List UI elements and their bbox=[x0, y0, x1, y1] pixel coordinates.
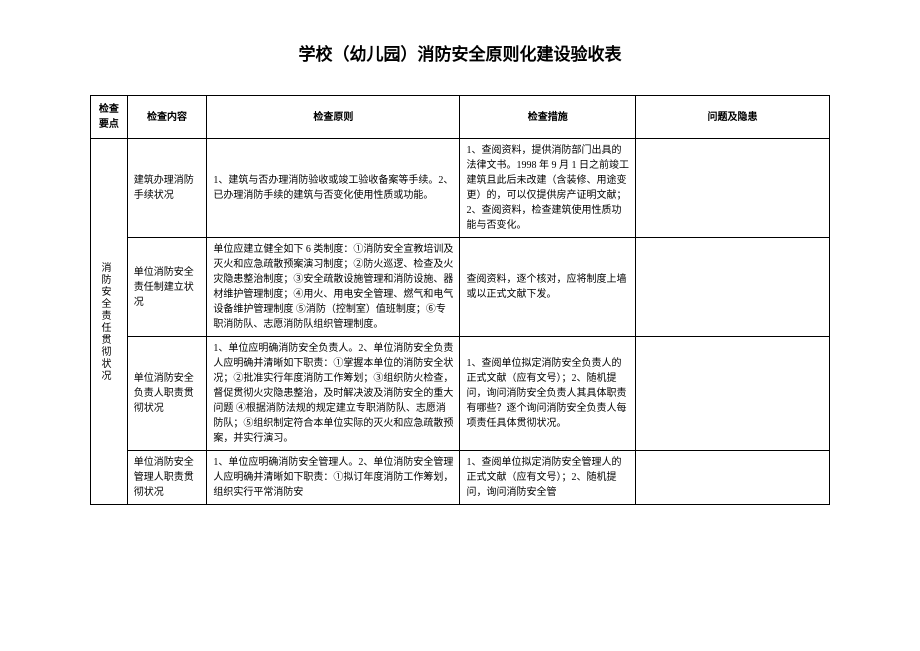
cell-measure: 1、查阅单位拟定消防安全负责人的正式文献（应有文号）；2、随机提问，询问消防安全… bbox=[460, 337, 636, 451]
cell-measure: 查阅资料，逐个核对，应将制度上墙或以正式文献下发。 bbox=[460, 238, 636, 337]
inspection-table: 检查要点 检查内容 检查原则 检查措施 问题及隐患 消防安全责任贯彻状况 建筑办… bbox=[90, 95, 830, 505]
table-row: 单位消防安全负责人职责贯彻状况 1、单位应明确消防安全负责人。2、单位消防安全负… bbox=[91, 337, 830, 451]
header-neirong: 检查内容 bbox=[127, 96, 207, 139]
header-yaoDian: 检查要点 bbox=[91, 96, 128, 139]
cell-issue bbox=[636, 451, 830, 505]
cell-content: 建筑办理消防手续状况 bbox=[127, 139, 207, 238]
cell-content: 单位消防安全负责人职责贯彻状况 bbox=[127, 337, 207, 451]
cell-category: 消防安全责任贯彻状况 bbox=[91, 139, 128, 505]
cell-issue bbox=[636, 238, 830, 337]
cell-issue bbox=[636, 139, 830, 238]
table-row: 单位消防安全责任制建立状况 单位应建立健全如下 6 类制度：①消防安全宣教培训及… bbox=[91, 238, 830, 337]
cell-content: 单位消防安全责任制建立状况 bbox=[127, 238, 207, 337]
cell-measure: 1、查阅资料，提供消防部门出具的法律文书。1998 年 9 月 1 日之前竣工建… bbox=[460, 139, 636, 238]
cell-content: 单位消防安全管理人职责贯彻状况 bbox=[127, 451, 207, 505]
cell-principle: 1、单位应明确消防安全管理人。2、单位消防安全管理人应明确并清晰如下职责：①拟订… bbox=[207, 451, 460, 505]
cell-measure: 1、查阅单位拟定消防安全管理人的正式文献（应有文号）；2、随机提问，询问消防安全… bbox=[460, 451, 636, 505]
header-cuoshi: 检查措施 bbox=[460, 96, 636, 139]
cell-principle: 单位应建立健全如下 6 类制度：①消防安全宣教培训及灭火和应急疏散预案演习制度；… bbox=[207, 238, 460, 337]
header-wenti: 问题及隐患 bbox=[636, 96, 830, 139]
cell-issue bbox=[636, 337, 830, 451]
table-row: 消防安全责任贯彻状况 建筑办理消防手续状况 1、建筑与否办理消防验收或竣工验收备… bbox=[91, 139, 830, 238]
cell-principle: 1、单位应明确消防安全负责人。2、单位消防安全负责人应明确并清晰如下职责：①掌握… bbox=[207, 337, 460, 451]
page-title: 学校（幼儿园）消防安全原则化建设验收表 bbox=[90, 40, 830, 65]
header-yuanze: 检查原则 bbox=[207, 96, 460, 139]
table-row: 单位消防安全管理人职责贯彻状况 1、单位应明确消防安全管理人。2、单位消防安全管… bbox=[91, 451, 830, 505]
table-header-row: 检查要点 检查内容 检查原则 检查措施 问题及隐患 bbox=[91, 96, 830, 139]
category-text: 消防安全责任贯彻状况 bbox=[97, 262, 112, 382]
cell-principle: 1、建筑与否办理消防验收或竣工验收备案等手续。2、已办理消防手续的建筑与否变化使… bbox=[207, 139, 460, 238]
